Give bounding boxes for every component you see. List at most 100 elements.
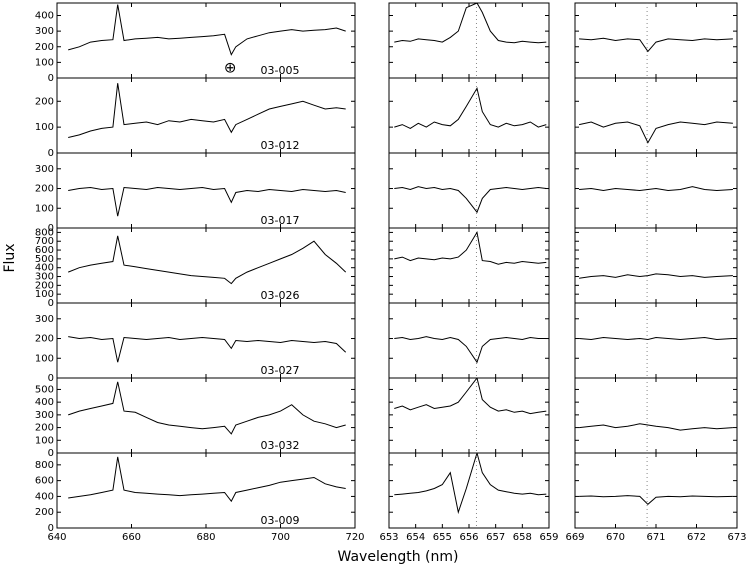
panel-frame (574, 377, 738, 454)
y-tick-label: 800 (35, 227, 54, 238)
spectrum-line (68, 456, 346, 503)
panel-frame (56, 452, 356, 529)
y-tick-label: 0 (48, 523, 54, 534)
y-tick-label: 500 (35, 384, 54, 395)
y-tick-label: 200 (35, 507, 54, 518)
y-tick-label: 500 (35, 254, 54, 265)
y-tick-label: 100 (35, 57, 54, 68)
spectrum-line (394, 336, 547, 364)
x-tick-label: 672 (687, 532, 706, 543)
panel-frame (56, 77, 356, 154)
y-tick-label: 200 (35, 96, 54, 107)
spectrum-line (394, 378, 547, 415)
row-label: 03-027 (261, 364, 300, 377)
panel-frame (574, 77, 738, 154)
panel-frame (388, 227, 550, 304)
y-tick-label: 300 (35, 272, 54, 283)
panel-frame (56, 377, 356, 454)
spectrum-line (579, 186, 733, 192)
spectrum-line (68, 186, 346, 217)
spectrum-line (394, 231, 547, 265)
y-tick-label: 200 (35, 184, 54, 195)
panel-frame (388, 152, 550, 229)
spectrum-line (579, 423, 733, 431)
spectrum-line (68, 381, 346, 435)
spectrum-line (68, 4, 346, 56)
x-tick-label: 671 (646, 532, 665, 543)
y-tick-label: 300 (35, 410, 54, 421)
y-tick-label: 100 (35, 203, 54, 214)
y-tick-label: 100 (35, 353, 54, 364)
y-tick-label: 100 (35, 122, 54, 133)
x-tick-label: 680 (196, 532, 215, 543)
x-tick-label: 657 (486, 532, 505, 543)
x-tick-label: 653 (379, 532, 398, 543)
x-tick-label: 659 (539, 532, 558, 543)
spectrum-line (68, 83, 346, 138)
y-tick-label: 800 (35, 460, 54, 471)
x-tick-label: 670 (606, 532, 625, 543)
annotation: ⊕ (224, 59, 237, 77)
panel-frame (574, 452, 738, 529)
row-label: 03-012 (261, 139, 300, 152)
spectrum-line (579, 273, 733, 279)
y-tick-label: 200 (35, 423, 54, 434)
panel-frame (56, 227, 356, 304)
spectrum-line (68, 336, 347, 363)
spectrum-line (578, 121, 733, 144)
y-tick-label: 200 (35, 42, 54, 53)
row-label: 03-032 (261, 439, 300, 452)
y-tick-label: 0 (48, 223, 54, 234)
y-tick-label: 200 (35, 334, 54, 345)
x-axis-label: Wavelength (nm) (338, 549, 459, 565)
panel-frame (388, 452, 550, 529)
panel-frame (56, 302, 356, 379)
spectrum-line (579, 336, 733, 341)
panel-frame (574, 227, 738, 304)
x-tick-label: 669 (565, 532, 584, 543)
y-tick-label: 400 (35, 397, 54, 408)
panel-frame (388, 302, 550, 379)
y-tick-label: 300 (35, 314, 54, 325)
x-tick-label: 673 (727, 532, 746, 543)
spectrum-line (394, 86, 547, 129)
y-tick-label: 100 (35, 435, 54, 446)
spectrum-line (394, 3, 547, 44)
x-tick-label: 660 (122, 532, 141, 543)
row-label: 03-017 (261, 214, 300, 227)
y-tick-label: 0 (48, 448, 54, 459)
y-tick-label: 200 (35, 280, 54, 291)
x-tick-label: 640 (47, 532, 66, 543)
y-tick-label: 300 (35, 26, 54, 37)
y-tick-label: 700 (35, 236, 54, 247)
spectrum-line (579, 495, 733, 505)
panel-frame (388, 77, 550, 154)
y-tick-label: 300 (35, 164, 54, 175)
panel-frame (574, 2, 738, 79)
row-label: 03-009 (261, 514, 300, 527)
y-axis-label: Flux (2, 243, 18, 272)
y-tick-label: 600 (35, 245, 54, 256)
spectrum-line (394, 186, 547, 214)
x-tick-label: 658 (513, 532, 532, 543)
spectrum-line (579, 37, 733, 53)
spectrum-line (394, 453, 547, 515)
x-tick-label: 720 (345, 532, 364, 543)
x-tick-label: 655 (433, 532, 452, 543)
row-label: 03-026 (261, 289, 300, 302)
y-tick-label: 0 (48, 298, 54, 309)
panel-frame (574, 302, 738, 379)
y-tick-label: 600 (35, 476, 54, 487)
y-tick-label: 400 (35, 491, 54, 502)
y-tick-label: 0 (48, 148, 54, 159)
y-tick-label: 400 (35, 263, 54, 274)
y-tick-label: 400 (35, 11, 54, 22)
y-tick-label: 100 (35, 289, 54, 300)
x-tick-label: 656 (459, 532, 478, 543)
row-label: 03-005 (261, 64, 300, 77)
x-tick-label: 654 (406, 532, 425, 543)
spectrum-line (68, 235, 347, 285)
x-tick-label: 700 (271, 532, 290, 543)
y-tick-label: 0 (48, 73, 54, 84)
